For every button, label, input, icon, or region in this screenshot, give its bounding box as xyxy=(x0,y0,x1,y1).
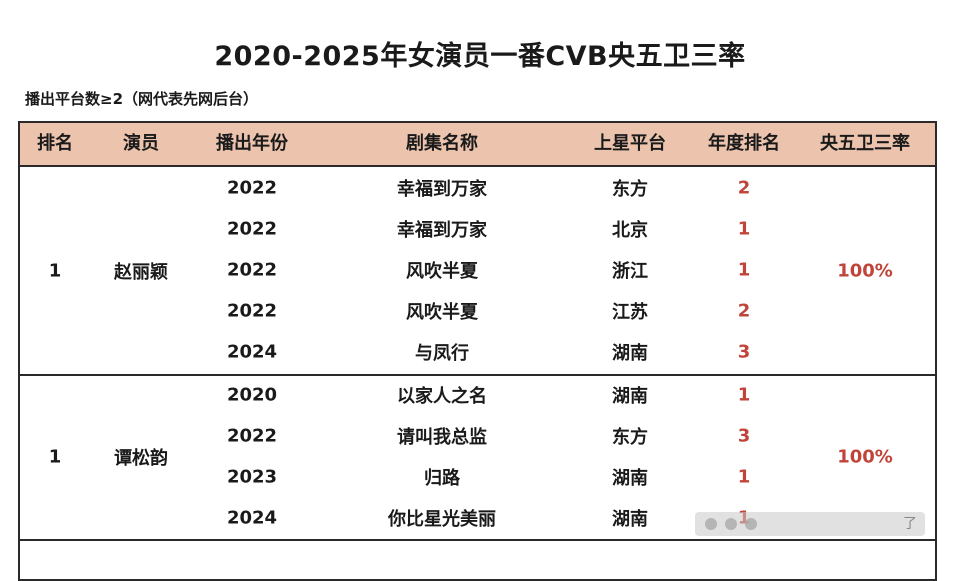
page-title: 2020-2025年女演员一番CVB央五卫三率 xyxy=(214,41,746,72)
table-header: 排名 演员 播出年份 剧集名称 上星平台 年度排名 央五卫三率 xyxy=(20,123,935,167)
group-rank: 1 xyxy=(48,260,62,282)
group-divider xyxy=(20,374,935,376)
group-divider xyxy=(20,539,935,541)
row-year: 2020 xyxy=(226,384,278,406)
row-drama: 你比星光美丽 xyxy=(388,509,496,530)
row-year: 2022 xyxy=(226,259,278,281)
row-year-rank: 1 xyxy=(737,218,751,240)
row-year-rank: 3 xyxy=(737,425,751,447)
header-actor: 演员 xyxy=(123,133,159,154)
ranking-table: 排名 演员 播出年份 剧集名称 上星平台 年度排名 央五卫三率 1 赵丽颖 10… xyxy=(18,121,937,581)
row-year-rank: 3 xyxy=(737,341,751,363)
row-year: 2022 xyxy=(226,177,278,199)
row-drama: 请叫我总监 xyxy=(397,427,487,448)
row-platform: 浙江 xyxy=(612,261,648,282)
row-year-rank: 2 xyxy=(737,177,751,199)
row-year: 2022 xyxy=(226,218,278,240)
group-rate: 100% xyxy=(837,446,893,468)
header-drama: 剧集名称 xyxy=(406,133,478,154)
header-rate: 央五卫三率 xyxy=(820,133,910,154)
watermark-dot-icon xyxy=(745,518,757,530)
row-platform: 东方 xyxy=(612,427,648,448)
group-actor: 谭松韵 xyxy=(114,448,168,469)
row-year: 2024 xyxy=(226,341,278,363)
row-year: 2024 xyxy=(226,507,278,529)
row-drama: 幸福到万家 xyxy=(397,179,487,200)
group-rank: 1 xyxy=(48,446,62,468)
watermark-dot-icon xyxy=(725,518,737,530)
row-drama: 归路 xyxy=(424,468,460,489)
group-rate: 100% xyxy=(837,260,893,282)
row-platform: 湖南 xyxy=(612,343,648,364)
row-year: 2023 xyxy=(226,466,278,488)
header-year: 播出年份 xyxy=(216,133,288,154)
row-year-rank: 1 xyxy=(737,466,751,488)
row-year: 2022 xyxy=(226,300,278,322)
header-rank: 排名 xyxy=(37,133,73,154)
row-platform: 湖南 xyxy=(612,509,648,530)
row-platform: 湖南 xyxy=(612,468,648,489)
row-platform: 江苏 xyxy=(612,302,648,323)
table-subtitle: 播出平台数≥2（网代表先网后台） xyxy=(25,90,259,108)
header-year-rank: 年度排名 xyxy=(708,133,780,154)
row-year-rank: 1 xyxy=(737,259,751,281)
watermark-dot-icon xyxy=(705,518,717,530)
row-drama: 与凤行 xyxy=(415,343,469,364)
row-platform: 湖南 xyxy=(612,386,648,407)
row-year-rank: 1 xyxy=(737,384,751,406)
row-platform: 北京 xyxy=(612,220,648,241)
watermark-text: 了 xyxy=(903,516,917,532)
row-drama: 以家人之名 xyxy=(397,386,487,407)
row-drama: 幸福到万家 xyxy=(397,220,487,241)
row-drama: 风吹半夏 xyxy=(406,302,478,323)
row-drama: 风吹半夏 xyxy=(406,261,478,282)
row-platform: 东方 xyxy=(612,179,648,200)
watermark-overlay: 了 xyxy=(695,512,925,536)
row-year: 2022 xyxy=(226,425,278,447)
header-platform: 上星平台 xyxy=(594,133,666,154)
row-year-rank: 2 xyxy=(737,300,751,322)
group-actor: 赵丽颖 xyxy=(114,262,168,283)
